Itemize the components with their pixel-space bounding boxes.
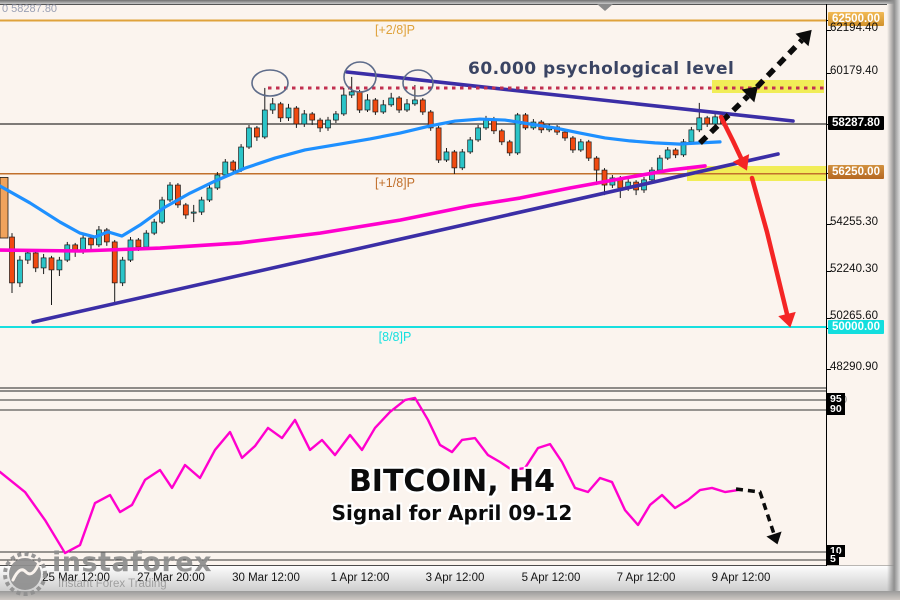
signal-arrows — [698, 29, 812, 545]
top-ellipses — [251, 61, 434, 97]
price-axis-label: 54255.30 — [830, 216, 878, 228]
oscillator-line — [0, 396, 740, 555]
logo-tagline: Instant Forex Trading — [58, 578, 167, 590]
logo-wordmark: instaforex — [52, 547, 213, 578]
trendlines — [31, 70, 795, 324]
chart-title: BITCOIN, H4 — [348, 464, 556, 499]
price-axis-label: 62194.40 — [830, 22, 878, 34]
price-axis-badge: 62500.00 — [828, 12, 884, 26]
time-axis-label: 27 Mar 20:00 — [137, 572, 205, 584]
oscillator-level-badge: 5 — [827, 553, 839, 565]
price-axis-label: 50265.60 — [830, 310, 878, 322]
time-axis-label: 9 Apr 12:00 — [711, 572, 771, 584]
chart-subtitle: Signal for April 09-12 — [331, 501, 573, 525]
murray-level-label-plus-2-8: [+2/8]P — [375, 23, 415, 37]
price-axis-label: 48290.90 — [830, 361, 878, 373]
murray-level-label-8-8: [8/8]P — [378, 330, 412, 344]
moving-averages — [0, 117, 722, 253]
price-axis-label: 60179.40 — [830, 65, 878, 77]
price-axis-badge: 56250.00 — [828, 165, 884, 179]
psychological-level-annotation: 60.000 psychological level — [468, 59, 735, 79]
time-axis-label: 1 Apr 12:00 — [330, 572, 390, 584]
time-axis-label: 30 Mar 12:00 — [232, 572, 300, 584]
time-axis-label: 7 Apr 12:00 — [616, 572, 676, 584]
window-bottom-border — [0, 591, 900, 600]
chart-scroll-marker[interactable] — [597, 4, 613, 11]
murray-level-label-plus-1-8: [+1/8]P — [375, 176, 415, 190]
window-top-border — [0, 0, 900, 4]
price-axis-badge: 58287.80 — [828, 116, 884, 130]
instaforex-watermark: instaforex Instant Forex Trading — [2, 547, 213, 596]
oscillator-level-badge: 95 — [827, 393, 845, 405]
instaforex-logo-icon — [3, 552, 47, 596]
time-axis-label: 3 Apr 12:00 — [425, 572, 485, 584]
time-axis-strip — [0, 566, 900, 591]
time-axis-label: 5 Apr 12:00 — [521, 572, 581, 584]
quote-readout: 0 58287.80 — [2, 3, 58, 15]
window-right-border — [887, 0, 900, 600]
highlight-bands — [687, 80, 826, 181]
price-axis-label: 52240.30 — [830, 263, 878, 275]
price-axis-badge: 50000.00 — [828, 320, 884, 334]
oscillator-level-badge: 90 — [827, 403, 845, 415]
time-axis-label: 25 Mar 12:00 — [42, 572, 110, 584]
